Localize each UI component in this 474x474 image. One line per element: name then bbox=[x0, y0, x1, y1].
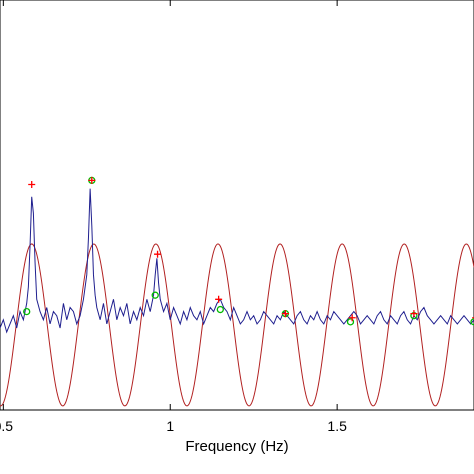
x-tick-label: 1 bbox=[166, 418, 174, 434]
peak-plus-marker bbox=[472, 317, 474, 319]
peak-plus-marker bbox=[215, 295, 223, 303]
x-tick-label: 1.5 bbox=[327, 418, 347, 434]
spectrum-series bbox=[0, 188, 474, 334]
x-axis-label: Frequency (Hz) bbox=[185, 438, 288, 455]
peak-plus-marker bbox=[88, 176, 96, 184]
peak-circle-marker bbox=[346, 318, 355, 326]
peak-plus-marker bbox=[154, 250, 162, 258]
peak-circle-marker bbox=[470, 318, 474, 326]
peak-circle-marker bbox=[151, 291, 159, 299]
spectrum-line bbox=[0, 188, 474, 334]
peak-plus-marker bbox=[281, 310, 289, 318]
peak-plus-marker bbox=[348, 314, 356, 322]
plot-area-frame bbox=[0, 0, 474, 411]
peak-plus-marker bbox=[410, 310, 418, 318]
peak-circle-marker bbox=[23, 307, 31, 316]
x-axis-ticks: 0.5 1 1.5 bbox=[0, 0, 347, 434]
peak-markers bbox=[23, 176, 474, 326]
peak-plus-marker bbox=[28, 181, 36, 188]
peak-circle-marker bbox=[216, 305, 224, 314]
x-tick-label: 0.5 bbox=[0, 418, 13, 434]
